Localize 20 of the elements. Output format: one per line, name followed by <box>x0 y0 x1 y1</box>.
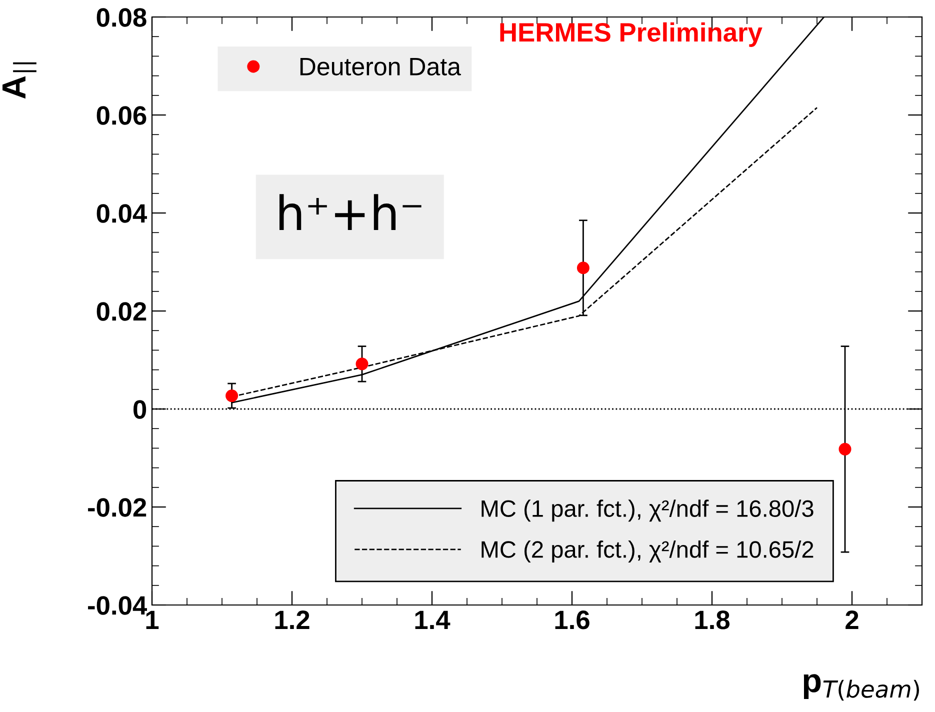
legend-label: Deuteron Data <box>300 58 461 76</box>
y-tick-label: 0.06 <box>96 106 146 125</box>
x-tick-label: 1.4 <box>415 610 450 629</box>
x-tick-label: 1.8 <box>695 610 730 630</box>
y-axis-title: A$_{||}$ <box>2 62 36 99</box>
y-tick-label: 0.04 <box>96 204 147 223</box>
x-axis-title: p$_{T(beam)}$ <box>804 674 919 701</box>
y-tick-label: -0.04 <box>88 596 148 615</box>
y-tick-label: 0.02 <box>96 302 146 321</box>
y-tick-label: 0.08 <box>96 8 146 27</box>
y-tick-label: -0.02 <box>88 498 146 517</box>
annotation: h⁺+h⁻ <box>279 194 422 230</box>
legend-label: MC (2 par. fct.), χ²/ndf = 10.65/2 <box>482 540 814 563</box>
annotation: HERMES Preliminary <box>500 22 762 47</box>
x-tick-label: 1.2 <box>275 610 310 629</box>
x-tick-label: 1 <box>146 610 159 629</box>
x-tick-label: 2 <box>846 610 858 629</box>
y-tick-label: 0 <box>134 400 146 419</box>
legend-label: MC (1 par. fct.), χ²/ndf = 16.80/3 <box>482 500 814 522</box>
x-tick-label: 1.6 <box>555 610 590 630</box>
